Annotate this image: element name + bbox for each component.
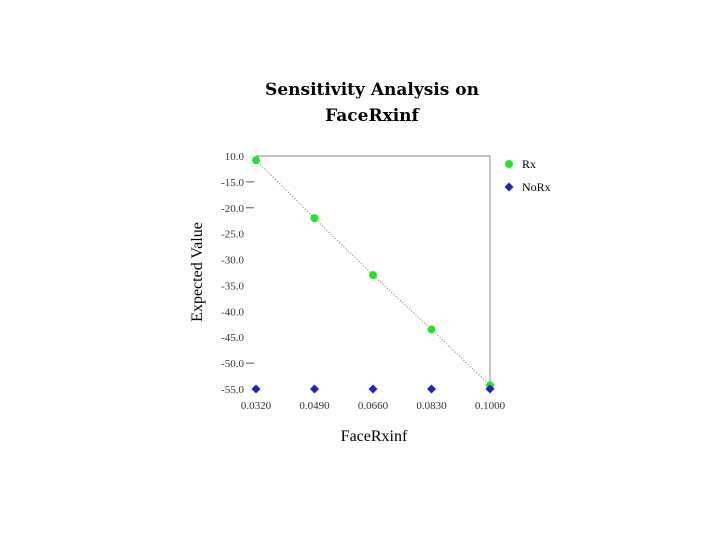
data-point-rx: [369, 271, 377, 280]
data-point-rx: [252, 156, 260, 165]
y-axis-ticks: 10.0 -15.0 -20.0 -25.0 -30.0 -35.0 -40.0 -45.0 -…: [221, 151, 254, 396]
data-point-norx: [368, 384, 378, 394]
y-tick-label: -15.0: [221, 177, 244, 189]
x-tick-label: 0.0830: [416, 400, 447, 412]
chart-title-line-1: Sensitivity Analysis on: [265, 80, 479, 100]
series-lines: [255, 159, 491, 386]
legend-marker-norx: [504, 182, 514, 192]
y-tick-label: -45.0: [221, 332, 244, 344]
legend-marker-rx: [505, 160, 513, 168]
legend: Rx NoRx: [504, 157, 551, 194]
x-tick-label: 0.0490: [299, 400, 330, 412]
chart-title-line-2: FaceRxinf: [325, 106, 420, 126]
y-tick-label: -40.0: [221, 306, 244, 318]
data-point-norx: [485, 384, 495, 394]
legend-label-norx: NoRx: [522, 180, 551, 194]
data-point-norx: [310, 384, 319, 394]
y-tick-label: -20.0: [221, 203, 244, 215]
series-line-rx: [255, 159, 491, 386]
y-tick-label: -30.0: [221, 255, 244, 267]
y-tick-label: -55.0: [221, 384, 244, 396]
y-axis-label: Expected Value: [189, 222, 206, 322]
y-tick-label: 10.0: [225, 151, 245, 163]
plot-frame: [256, 155, 491, 389]
x-tick-label: 0.0660: [358, 400, 389, 412]
legend-label-rx: Rx: [522, 157, 536, 171]
y-tick-label: -25.0: [221, 229, 244, 241]
x-tick-label: 0.1000: [475, 400, 506, 412]
x-tick-label: 0.0320: [241, 400, 272, 412]
x-axis-label: FaceRxinf: [341, 428, 408, 445]
series-points: [251, 156, 495, 394]
data-point-rx: [310, 214, 319, 223]
data-point-rx: [427, 325, 436, 334]
y-tick-label: -50.0: [221, 358, 244, 370]
data-point-norx: [427, 384, 436, 394]
x-axis-ticks: 0.0320 0.0490 0.0660 0.0830 0.1000: [241, 400, 506, 412]
y-tick-label: -35.0: [221, 280, 244, 292]
data-point-norx: [251, 384, 261, 394]
